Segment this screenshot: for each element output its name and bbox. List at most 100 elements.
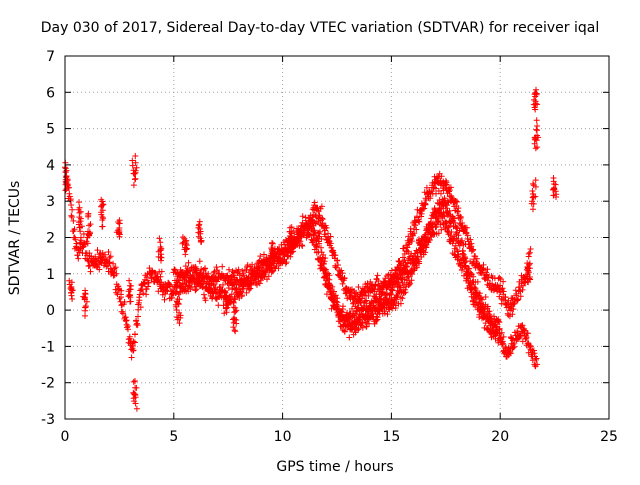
data-point: [101, 251, 108, 258]
data-point: [532, 134, 539, 141]
data-point: [175, 300, 182, 307]
data-point: [466, 265, 473, 272]
data-point: [372, 281, 379, 288]
y-tick-label: 7: [46, 49, 55, 65]
data-point: [533, 355, 540, 362]
data-point: [520, 282, 527, 289]
data-point: [524, 330, 531, 337]
data-point: [96, 266, 103, 273]
data-point: [496, 330, 503, 337]
data-point: [320, 251, 327, 258]
data-point: [426, 229, 432, 236]
data-point: [407, 280, 414, 287]
data-point: [482, 294, 489, 300]
data-point: [448, 229, 455, 235]
data-point: [113, 270, 120, 277]
data-point: [82, 241, 89, 248]
data-point: [374, 316, 381, 323]
data-point: [257, 253, 264, 260]
data-point: [509, 311, 516, 318]
data-point: [72, 236, 79, 243]
data-point: [315, 230, 322, 237]
data-point: [379, 301, 385, 308]
data-point: [231, 327, 238, 334]
data-point: [321, 267, 328, 274]
data-point: [235, 266, 242, 273]
data-point: [463, 224, 470, 231]
data-point: [470, 246, 477, 253]
data-point: [238, 288, 244, 295]
data-point: [152, 270, 159, 277]
data-point: [275, 265, 282, 272]
data-point: [76, 219, 83, 226]
data-point: [496, 285, 503, 292]
data-point: [476, 290, 483, 297]
data-point: [121, 299, 128, 305]
data-point: [87, 221, 94, 228]
data-point: [499, 285, 506, 292]
data-point: [267, 253, 274, 260]
data-point: [210, 269, 217, 276]
data-point: [413, 264, 420, 271]
data-point: [525, 253, 532, 260]
data-point: [143, 291, 150, 298]
data-point: [70, 217, 77, 224]
data-point: [502, 294, 509, 300]
y-tick-label: -1: [41, 339, 55, 355]
data-point: [193, 286, 200, 293]
data-point: [499, 338, 506, 345]
data-point: [136, 299, 142, 306]
data-point: [401, 290, 408, 297]
data-point: [232, 328, 239, 335]
data-point: [532, 177, 539, 184]
data-point: [323, 224, 330, 231]
data-point: [313, 244, 320, 250]
data-point: [432, 185, 439, 192]
data-point: [132, 400, 139, 407]
data-point: [349, 305, 355, 312]
data-point: [421, 235, 428, 242]
data-point: [444, 202, 451, 209]
grid-lines: [65, 56, 609, 419]
data-point: [435, 218, 442, 225]
data-point: [239, 292, 245, 299]
y-tick-label: 6: [46, 85, 55, 101]
data-point: [127, 298, 133, 305]
data-point: [176, 320, 183, 327]
data-point: [381, 310, 388, 317]
data-point: [486, 308, 493, 315]
data-point: [130, 182, 137, 189]
data-point: [371, 320, 378, 327]
data-point: [130, 338, 137, 345]
data-point: [186, 279, 193, 286]
data-point: [208, 280, 215, 287]
data-point: [157, 239, 164, 246]
x-tick-label: 0: [61, 429, 70, 445]
data-point: [422, 201, 429, 208]
data-point: [367, 278, 374, 285]
data-point: [258, 264, 265, 271]
data-point: [85, 210, 92, 217]
data-point: [140, 290, 147, 297]
data-point: [500, 288, 507, 295]
data-point: [86, 250, 93, 257]
data-point: [221, 288, 228, 295]
data-point: [431, 205, 438, 212]
data-point: [515, 296, 522, 303]
data-point: [134, 322, 141, 329]
data-point: [111, 265, 118, 272]
data-point: [399, 274, 406, 281]
data-point: [459, 237, 466, 244]
data-point: [447, 184, 454, 191]
data-point: [135, 306, 142, 313]
data-point: [126, 277, 133, 284]
data-point: [446, 187, 453, 194]
data-point: [137, 304, 144, 311]
data-point: [468, 243, 475, 250]
x-axis-label: GPS time / hours: [276, 459, 393, 475]
data-point: [407, 267, 414, 274]
data-point: [531, 140, 538, 147]
data-point: [416, 218, 423, 225]
data-point: [68, 202, 75, 208]
data-point: [532, 100, 539, 107]
